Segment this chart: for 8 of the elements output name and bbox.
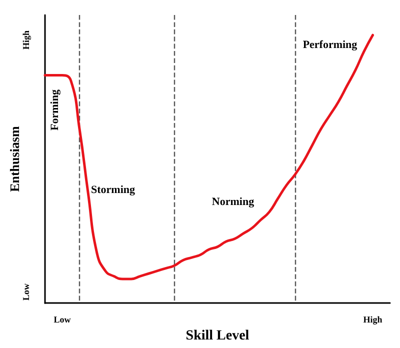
annotation: Storming	[91, 184, 136, 196]
text: Low	[21, 283, 31, 301]
annotation: Performing	[302, 39, 358, 51]
annotation: Norming	[212, 196, 255, 208]
text: High	[21, 30, 31, 50]
y-axis-title: Enthusiasm	[7, 126, 22, 192]
annotation: Forming	[49, 89, 61, 130]
x-axis-title: Skill Level	[186, 328, 250, 344]
